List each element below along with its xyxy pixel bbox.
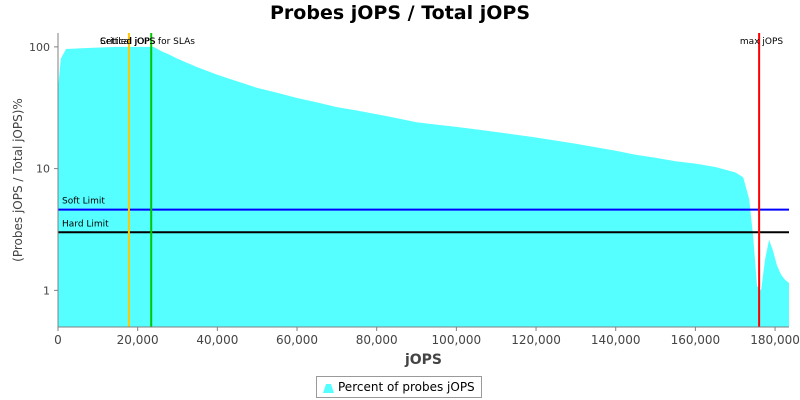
x-tick-label-2: 40,000	[196, 333, 238, 347]
ref-label-4: max jOPS	[740, 37, 783, 47]
legend-label: Percent of probes jOPS	[338, 380, 475, 394]
x-tick-label-5: 100,000	[432, 333, 482, 347]
x-tick-label-8: 160,000	[671, 333, 721, 347]
x-tick-label-1: 20,000	[117, 333, 159, 347]
chart-title: Probes jOPS / Total jOPS	[270, 2, 530, 24]
x-tick-label-0: 0	[54, 333, 62, 347]
ref-label-1: Hard Limit	[62, 219, 109, 229]
legend: Percent of probes jOPS	[316, 376, 482, 398]
x-tick-label-6: 120,000	[511, 333, 561, 347]
ref-label-2: Settled jOPS	[100, 37, 156, 47]
legend-swatch-icon	[323, 383, 334, 393]
ref-label-0: Soft Limit	[62, 197, 105, 207]
x-tick-label-7: 140,000	[591, 333, 641, 347]
x-tick-label-4: 80,000	[356, 333, 398, 347]
x-tick-label-3: 60,000	[276, 333, 318, 347]
ref-label-3: Critical jOPS for SLAs	[100, 37, 195, 47]
y-axis-label: (Probes jOPS / Total jOPS)%	[11, 98, 25, 262]
y-tick-label-0: 1	[43, 284, 50, 297]
x-axis-label: jOPS	[404, 352, 442, 368]
y-tick-label-2: 100	[29, 41, 50, 54]
series-area-percent-probes	[58, 46, 789, 328]
y-tick-label-1: 10	[36, 163, 50, 176]
x-tick-label-9: 180,000	[750, 333, 800, 347]
